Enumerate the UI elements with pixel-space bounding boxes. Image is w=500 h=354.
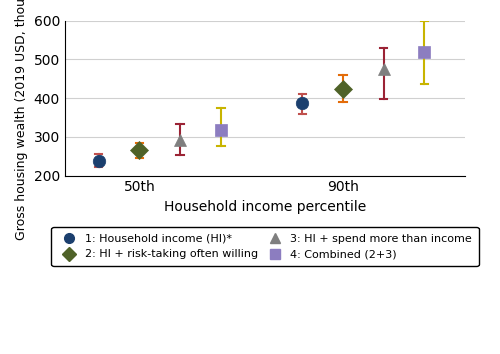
Legend: 1: Household income (HI)*, 2: HI + risk-taking often willing, 3: HI + spend more: 1: Household income (HI)*, 2: HI + risk-… [52,227,478,266]
Y-axis label: Gross housing wealth (2019 USD, thousands): Gross housing wealth (2019 USD, thousand… [15,0,28,240]
X-axis label: Household income percentile: Household income percentile [164,200,366,214]
